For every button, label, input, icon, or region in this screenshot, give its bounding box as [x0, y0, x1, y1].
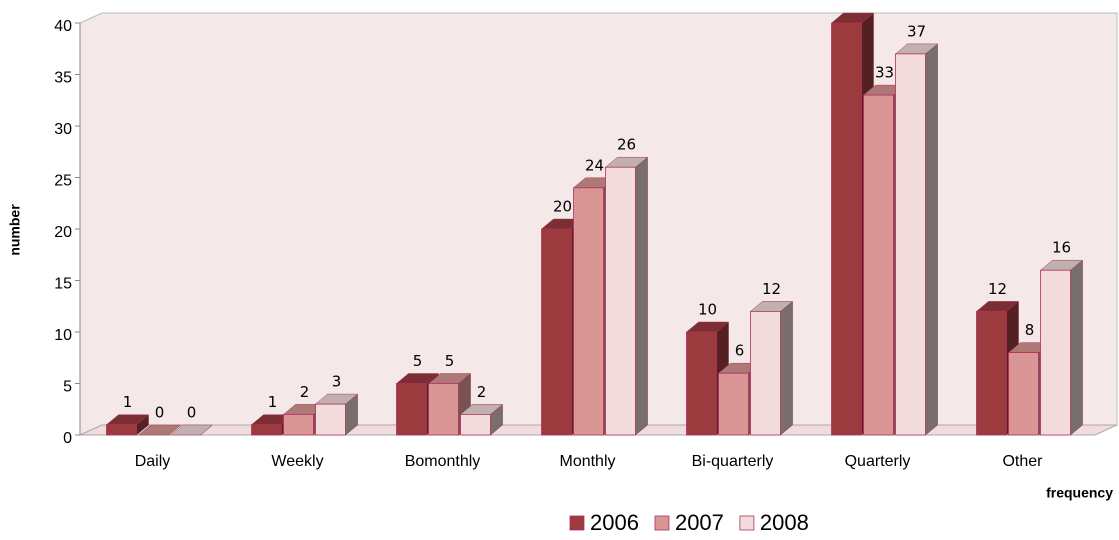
legend-label: 2006 — [590, 510, 639, 535]
y-tick-label: 5 — [63, 379, 72, 396]
y-tick-label: 30 — [54, 121, 72, 138]
bar — [573, 187, 604, 436]
y-tick-label: 35 — [54, 70, 72, 87]
y-tick-label: 15 — [54, 276, 72, 293]
bar — [831, 22, 862, 436]
bar — [460, 413, 491, 436]
bar-side — [780, 300, 793, 436]
value-label: 12 — [988, 280, 1007, 298]
bar — [315, 403, 346, 436]
bar — [541, 228, 572, 436]
x-tick-label: Monthly — [559, 453, 615, 470]
bar-side — [1070, 259, 1083, 436]
bar-top — [137, 424, 182, 436]
x-tick-label: Quarterly — [845, 453, 911, 470]
y-axis-label: number — [7, 204, 23, 256]
legend-swatch — [654, 515, 670, 531]
value-label: 5 — [413, 352, 423, 370]
value-label: 37 — [907, 22, 926, 40]
bar — [251, 424, 282, 436]
legend-label: 2008 — [760, 510, 809, 535]
x-tick-label: Bomonthly — [405, 453, 481, 470]
value-label: 3 — [332, 373, 342, 391]
value-label: 0 — [187, 404, 197, 422]
bar — [863, 94, 894, 436]
x-tick-label: Bi-quarterly — [692, 453, 774, 470]
y-tick-label: 0 — [63, 430, 72, 447]
y-tick-label: 25 — [54, 173, 72, 190]
x-tick-label: Other — [1002, 453, 1043, 470]
y-tick-label: 40 — [54, 18, 72, 35]
x-axis-label: frequency — [1046, 485, 1113, 501]
y-tick-label: 20 — [54, 224, 72, 241]
bar-side — [925, 43, 938, 436]
bar — [605, 166, 636, 436]
y-tick-label: 10 — [54, 327, 72, 344]
value-label: 24 — [585, 156, 604, 174]
value-label: 26 — [617, 136, 636, 154]
bar — [428, 383, 459, 436]
bar — [1040, 269, 1071, 436]
value-label: 33 — [875, 64, 894, 82]
value-label: 20 — [553, 198, 572, 216]
bar — [976, 310, 1007, 436]
value-label: 1 — [123, 393, 133, 411]
legend-swatch — [739, 515, 755, 531]
bar — [283, 413, 314, 436]
x-tick-label: Daily — [135, 453, 171, 470]
value-label: 8 — [1025, 321, 1035, 339]
value-label: 2 — [300, 383, 310, 401]
x-tick-label: Weekly — [271, 453, 323, 470]
legend-label: 2007 — [675, 510, 724, 535]
bar-side — [635, 156, 648, 436]
value-label: 1 — [268, 393, 278, 411]
bar — [1008, 352, 1039, 436]
bar — [718, 372, 749, 436]
value-label: 12 — [762, 280, 781, 298]
bar — [396, 383, 427, 436]
value-label: 2 — [477, 383, 487, 401]
bar — [106, 424, 137, 436]
bar — [686, 331, 717, 436]
bar-top — [169, 424, 214, 436]
value-label: 6 — [735, 342, 745, 360]
bar — [750, 310, 781, 436]
bar — [895, 53, 926, 436]
legend-swatch — [569, 515, 585, 531]
value-label: 0 — [155, 404, 165, 422]
value-label: 16 — [1052, 239, 1071, 257]
value-label: 10 — [698, 301, 717, 319]
value-label: 5 — [445, 352, 455, 370]
